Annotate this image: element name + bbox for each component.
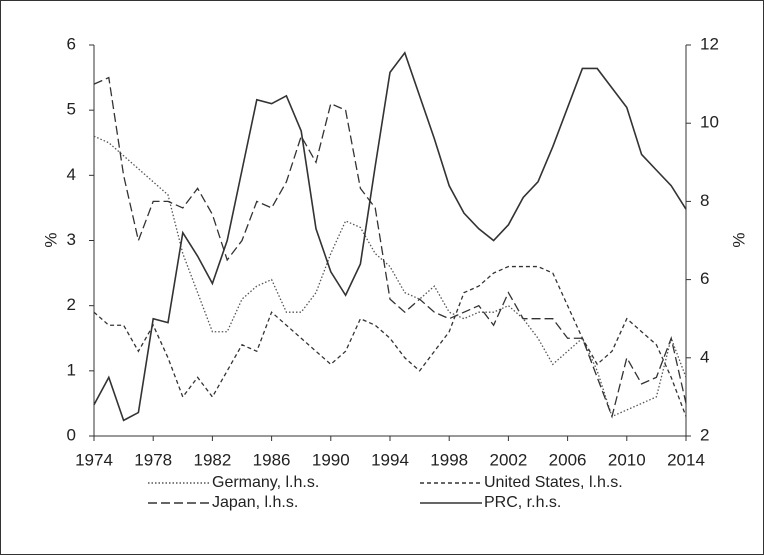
x-tick-label: 2010: [608, 450, 646, 469]
y-tick-label: 4: [67, 165, 76, 184]
x-tick-label: 1978: [134, 450, 172, 469]
y2-tick-label: 8: [700, 191, 709, 210]
y-tick-label: 6: [67, 34, 76, 53]
y-tick-label: 2: [67, 295, 76, 314]
legend-label: United States, l.h.s.: [484, 474, 623, 491]
x-tick-label: 2006: [549, 450, 587, 469]
y-axis-label: %: [41, 232, 60, 247]
series-line: [93, 76, 687, 419]
y-tick-label: 1: [67, 360, 76, 379]
series-line: [93, 135, 687, 418]
x-tick-label: 2014: [667, 450, 705, 469]
y2-tick-label: 12: [700, 34, 719, 53]
x-tick-label: 1974: [75, 450, 113, 469]
y2-tick-label: 10: [700, 113, 719, 132]
y2-axis-label: %: [729, 232, 748, 247]
y-tick-label: 3: [67, 230, 76, 249]
x-tick-label: 1998: [430, 450, 468, 469]
x-tick-label: 1990: [312, 450, 350, 469]
legend-label: PRC, r.h.s.: [484, 494, 561, 511]
y2-tick-label: 4: [700, 347, 709, 366]
x-tick-label: 1986: [253, 450, 291, 469]
y2-tick-label: 6: [700, 269, 709, 288]
y-tick-label: 5: [67, 100, 76, 119]
series-line: [93, 51, 687, 422]
x-tick-label: 1982: [193, 450, 231, 469]
legend-label: Germany, l.h.s.: [212, 474, 319, 491]
x-tick-label: 1994: [371, 450, 409, 469]
y2-tick-label: 2: [700, 425, 709, 444]
legend-label: Japan, l.h.s.: [212, 494, 298, 511]
x-tick-label: 2002: [489, 450, 527, 469]
y-tick-label: 0: [67, 425, 76, 444]
